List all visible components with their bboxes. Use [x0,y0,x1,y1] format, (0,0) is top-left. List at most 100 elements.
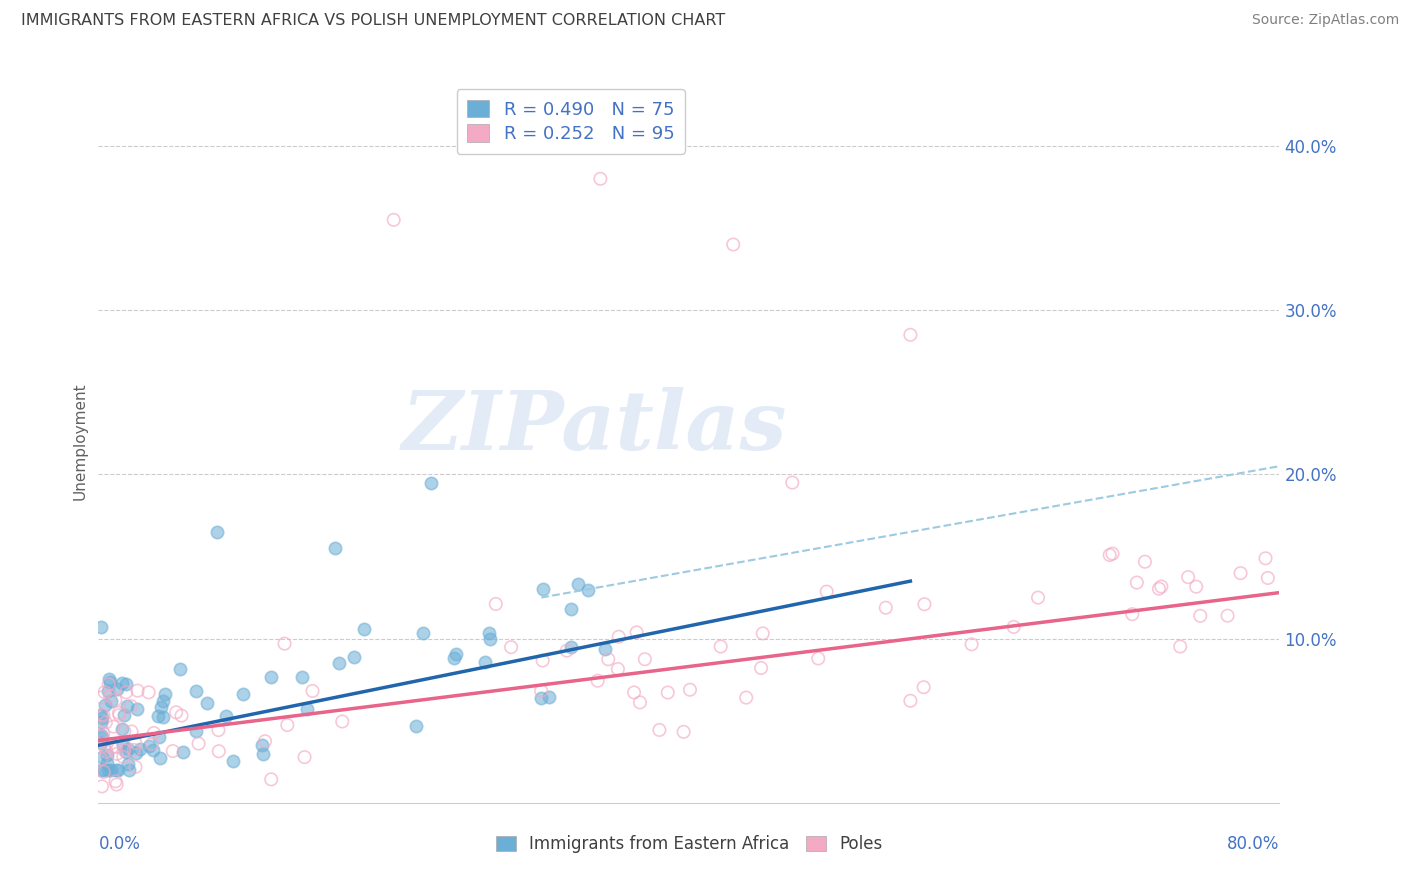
Point [112,724,135,739]
Point [91,750,114,764]
Point [1126,575,1149,590]
Point [1121,607,1143,622]
Point [90,690,112,705]
Point [105,739,128,754]
Point [330,714,353,729]
Point [184,684,207,698]
Point [124,736,146,750]
Point [148,731,170,745]
Point [1098,548,1121,562]
Point [105,778,128,792]
Point [710,640,733,654]
Point [169,662,191,676]
Point [142,743,165,757]
Point [589,171,612,186]
Point [343,650,366,665]
Point [530,684,553,698]
Point [165,706,187,720]
Point [90,736,112,750]
Point [567,577,589,591]
Point [152,693,174,707]
Point [586,673,609,688]
Point [121,724,143,739]
Point [97,677,120,691]
Point [105,681,128,696]
Point [108,708,131,723]
Point [98,689,121,703]
Text: ZIPatlas: ZIPatlas [402,387,787,467]
Point [291,670,314,684]
Point [1177,570,1199,584]
Point [90,752,112,766]
Point [301,684,323,698]
Point [115,677,138,691]
Text: IMMIGRANTS FROM EASTERN AFRICA VS POLISH UNEMPLOYMENT CORRELATION CHART: IMMIGRANTS FROM EASTERN AFRICA VS POLISH… [21,13,725,29]
Point [628,695,651,709]
Point [96,745,118,759]
Point [172,745,194,759]
Point [90,620,112,634]
Point [105,747,128,761]
Point [94,715,117,730]
Point [1150,580,1173,594]
Text: 80.0%: 80.0% [1227,835,1279,854]
Point [115,745,138,759]
Point [531,654,554,668]
Point [96,756,118,771]
Point [1101,547,1123,561]
Point [560,640,582,654]
Point [104,693,127,707]
Point [912,680,935,694]
Point [90,730,112,744]
Legend: Immigrants from Eastern Africa, Poles: Immigrants from Eastern Africa, Poles [489,828,889,860]
Point [112,750,135,764]
Point [117,757,139,772]
Point [184,724,207,739]
Point [93,739,115,753]
Point [405,719,427,733]
Point [606,662,628,676]
Point [96,736,118,750]
Point [122,743,145,757]
Point [1216,608,1239,623]
Point [485,597,508,611]
Point [124,760,146,774]
Point [1133,555,1156,569]
Point [607,630,630,644]
Point [187,737,209,751]
Point [90,707,112,722]
Point [138,685,160,699]
Point [538,690,561,704]
Point [912,597,935,611]
Point [207,723,229,737]
Point [1002,620,1025,634]
Point [100,694,122,708]
Point [1229,566,1251,581]
Point [222,754,245,768]
Point [149,751,172,765]
Point [252,738,274,752]
Point [672,724,695,739]
Point [90,707,112,722]
Point [100,740,122,755]
Point [90,714,112,729]
Point [1147,582,1170,596]
Point [735,690,758,705]
Point [120,699,142,714]
Point [446,647,468,661]
Point [1189,608,1212,623]
Point [295,702,318,716]
Point [555,643,578,657]
Point [294,750,316,764]
Point [112,738,135,752]
Point [104,763,127,777]
Point [208,744,231,758]
Point [98,673,121,687]
Point [97,763,120,777]
Point [103,720,125,734]
Point [960,637,983,651]
Point [478,625,501,640]
Point [141,737,163,751]
Point [875,600,897,615]
Point [530,691,553,706]
